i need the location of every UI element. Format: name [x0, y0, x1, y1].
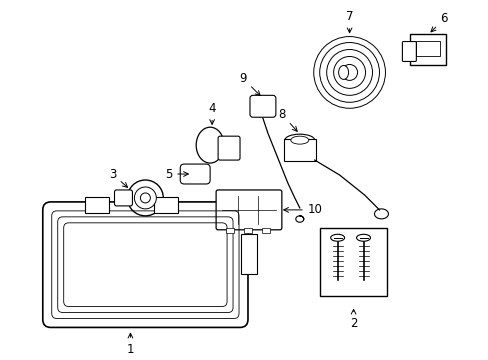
Text: 2: 2 [349, 309, 357, 330]
Ellipse shape [330, 234, 344, 241]
Text: 5: 5 [164, 167, 188, 180]
Text: 9: 9 [239, 72, 260, 96]
Ellipse shape [338, 66, 348, 80]
Ellipse shape [285, 134, 314, 146]
Text: 6: 6 [430, 12, 447, 32]
Text: 8: 8 [278, 108, 297, 131]
FancyBboxPatch shape [154, 197, 178, 213]
Ellipse shape [290, 136, 308, 144]
Circle shape [134, 187, 156, 209]
FancyBboxPatch shape [84, 197, 108, 213]
Text: 3: 3 [109, 167, 127, 188]
FancyBboxPatch shape [218, 136, 240, 160]
FancyBboxPatch shape [402, 41, 415, 62]
Ellipse shape [356, 234, 370, 241]
Text: 4: 4 [208, 102, 215, 124]
FancyBboxPatch shape [249, 95, 275, 117]
FancyBboxPatch shape [114, 190, 132, 206]
FancyBboxPatch shape [409, 33, 446, 66]
Bar [415, 41, 439, 57]
FancyBboxPatch shape [241, 234, 256, 274]
Text: 7: 7 [345, 10, 353, 33]
Bar [319, 228, 386, 296]
FancyBboxPatch shape [42, 202, 247, 328]
Ellipse shape [196, 127, 224, 163]
Text: 10: 10 [283, 203, 322, 216]
Circle shape [127, 180, 163, 216]
Bar [262, 228, 269, 233]
Text: 1: 1 [126, 333, 134, 356]
FancyBboxPatch shape [283, 139, 315, 161]
Bar [244, 228, 251, 233]
FancyBboxPatch shape [216, 190, 281, 230]
FancyBboxPatch shape [180, 164, 210, 184]
Circle shape [140, 193, 150, 203]
Bar [225, 228, 234, 233]
